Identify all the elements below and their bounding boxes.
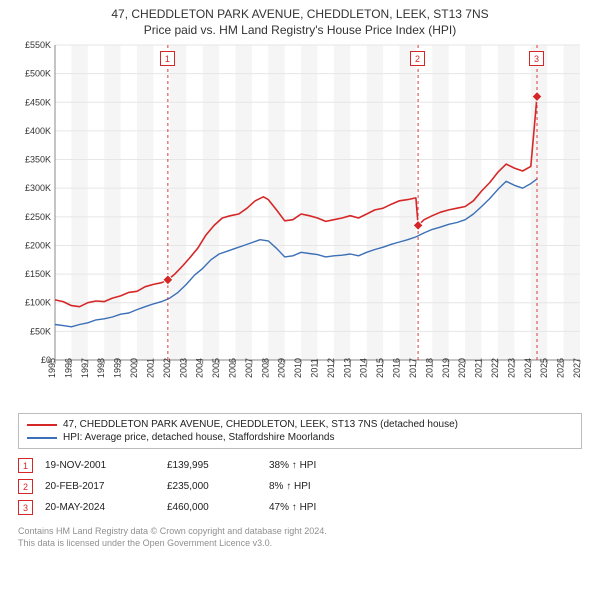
svg-text:2003: 2003 (178, 358, 188, 378)
svg-text:2015: 2015 (375, 358, 385, 378)
sale-row: 1 19-NOV-2001 £139,995 38% ↑ HPI (18, 455, 582, 476)
sales-block: 1 19-NOV-2001 £139,995 38% ↑ HPI 2 20-FE… (18, 455, 582, 518)
sale-delta: 47% ↑ HPI (269, 502, 379, 513)
svg-text:£50K: £50K (30, 327, 51, 337)
svg-text:2016: 2016 (392, 358, 402, 378)
legend-swatch (27, 424, 57, 426)
svg-text:2005: 2005 (211, 358, 221, 378)
sale-badge: 2 (18, 479, 33, 494)
sale-row: 2 20-FEB-2017 £235,000 8% ↑ HPI (18, 476, 582, 497)
chart-marker-badge: 2 (410, 51, 425, 66)
svg-text:2023: 2023 (506, 358, 516, 378)
svg-text:£500K: £500K (25, 69, 51, 79)
svg-text:£350K: £350K (25, 155, 51, 165)
chart-title-line2: Price paid vs. HM Land Registry's House … (8, 22, 592, 38)
sale-row: 3 20-MAY-2024 £460,000 47% ↑ HPI (18, 497, 582, 518)
sale-date: 20-MAY-2024 (45, 502, 155, 513)
svg-text:1999: 1999 (113, 358, 123, 378)
svg-text:2025: 2025 (539, 358, 549, 378)
footer: Contains HM Land Registry data © Crown c… (18, 526, 582, 549)
sale-price: £235,000 (167, 481, 257, 492)
svg-text:£200K: £200K (25, 241, 51, 251)
sale-price: £460,000 (167, 502, 257, 513)
footer-line1: Contains HM Land Registry data © Crown c… (18, 526, 582, 538)
legend-box: 47, CHEDDLETON PARK AVENUE, CHEDDLETON, … (18, 413, 582, 449)
svg-text:2017: 2017 (408, 358, 418, 378)
page-root: 47, CHEDDLETON PARK AVENUE, CHEDDLETON, … (0, 0, 600, 590)
sale-badge: 1 (18, 458, 33, 473)
svg-text:2024: 2024 (523, 358, 533, 378)
svg-text:1995: 1995 (47, 358, 57, 378)
svg-text:2014: 2014 (359, 358, 369, 378)
svg-text:£300K: £300K (25, 184, 51, 194)
sale-price: £139,995 (167, 460, 257, 471)
svg-text:2007: 2007 (244, 358, 254, 378)
svg-text:2010: 2010 (293, 358, 303, 378)
sale-badge-num: 1 (23, 461, 28, 471)
chart-svg: £0£50K£100K£150K£200K£250K£300K£350K£400… (10, 40, 590, 405)
svg-text:2019: 2019 (441, 358, 451, 378)
svg-text:2009: 2009 (277, 358, 287, 378)
legend-label: 47, CHEDDLETON PARK AVENUE, CHEDDLETON, … (63, 419, 458, 430)
svg-text:£100K: £100K (25, 298, 51, 308)
sale-delta: 38% ↑ HPI (269, 460, 379, 471)
svg-text:£400K: £400K (25, 126, 51, 136)
svg-text:1998: 1998 (96, 358, 106, 378)
sale-badge: 3 (18, 500, 33, 515)
sale-badge-num: 2 (23, 482, 28, 492)
svg-text:2027: 2027 (572, 358, 582, 378)
svg-text:2012: 2012 (326, 358, 336, 378)
legend-row: HPI: Average price, detached house, Staf… (27, 431, 573, 444)
legend-label: HPI: Average price, detached house, Staf… (63, 432, 334, 443)
svg-text:2008: 2008 (260, 358, 270, 378)
svg-text:2013: 2013 (342, 358, 352, 378)
svg-text:2006: 2006 (227, 358, 237, 378)
chart-area: £0£50K£100K£150K£200K£250K£300K£350K£400… (10, 40, 590, 405)
svg-text:2004: 2004 (195, 358, 205, 378)
chart-title-block: 47, CHEDDLETON PARK AVENUE, CHEDDLETON, … (0, 0, 600, 40)
svg-text:2001: 2001 (145, 358, 155, 378)
svg-text:2018: 2018 (424, 358, 434, 378)
svg-text:2026: 2026 (556, 358, 566, 378)
svg-text:£450K: £450K (25, 98, 51, 108)
chart-title-line1: 47, CHEDDLETON PARK AVENUE, CHEDDLETON, … (8, 6, 592, 22)
sale-date: 20-FEB-2017 (45, 481, 155, 492)
svg-text:2000: 2000 (129, 358, 139, 378)
svg-text:1996: 1996 (63, 358, 73, 378)
svg-text:£550K: £550K (25, 40, 51, 50)
chart-marker-badge: 1 (160, 51, 175, 66)
svg-text:2011: 2011 (310, 359, 320, 378)
svg-text:2021: 2021 (474, 358, 484, 378)
sale-date: 19-NOV-2001 (45, 460, 155, 471)
svg-text:£150K: £150K (25, 269, 51, 279)
svg-text:2002: 2002 (162, 358, 172, 378)
chart-marker-badge: 3 (529, 51, 544, 66)
legend-swatch (27, 437, 57, 439)
svg-text:2020: 2020 (457, 358, 467, 378)
legend-row: 47, CHEDDLETON PARK AVENUE, CHEDDLETON, … (27, 418, 573, 431)
svg-text:1997: 1997 (80, 358, 90, 378)
svg-text:£250K: £250K (25, 212, 51, 222)
sale-delta: 8% ↑ HPI (269, 481, 379, 492)
footer-line2: This data is licensed under the Open Gov… (18, 538, 582, 550)
svg-text:2022: 2022 (490, 358, 500, 378)
sale-badge-num: 3 (23, 503, 28, 513)
